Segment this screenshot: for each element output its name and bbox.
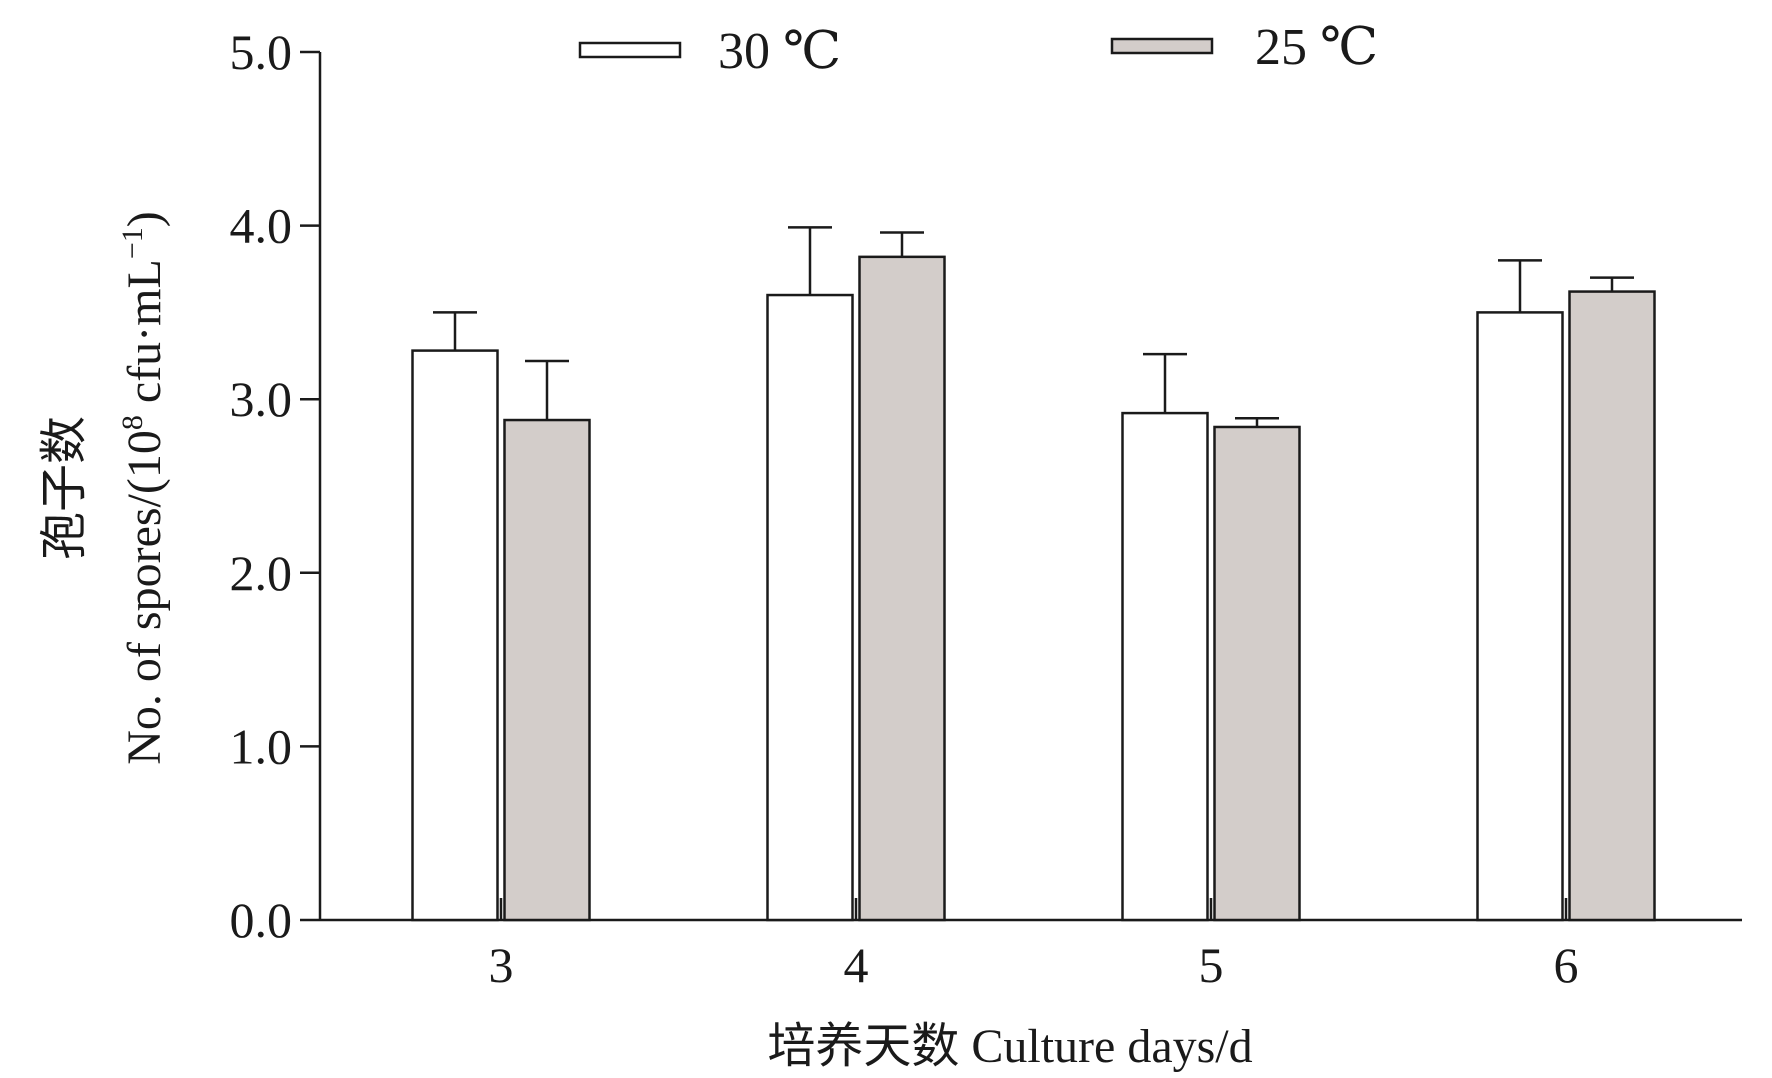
y-tick-label: 5.0 — [230, 24, 293, 80]
y-tick-label: 1.0 — [230, 718, 293, 774]
y-axis-title-cn: 孢子数 — [38, 416, 91, 560]
y-axis-title-exp2: −1 — [116, 227, 149, 259]
legend-label-30c: 30 ℃ — [718, 23, 841, 80]
legend-swatch-25c — [1110, 37, 1214, 55]
bar-25c-day-3 — [503, 418, 591, 922]
legend: 30 ℃ 25 ℃ — [578, 19, 1378, 80]
bar-30c-day-3 — [411, 349, 499, 922]
bar-25c-day-6 — [1568, 290, 1656, 922]
bar-30c-day-5 — [1121, 411, 1209, 922]
x-tick-label: 4 — [844, 937, 869, 993]
bar-30c-day-4 — [766, 293, 854, 922]
x-axis-tick-labels: 3 4 5 6 — [489, 937, 1579, 993]
y-tick-label: 0.0 — [230, 892, 293, 948]
legend-swatch-30c — [578, 41, 682, 59]
bar-30c-day-6 — [1476, 311, 1564, 922]
bar-25c-day-4 — [858, 255, 946, 922]
legend-label-25c: 25 ℃ — [1255, 19, 1378, 76]
bar-25c-day-5 — [1213, 425, 1301, 922]
y-axis-title-exp1: 8 — [116, 415, 149, 430]
bars — [411, 226, 1656, 922]
y-tick-label: 4.0 — [230, 198, 293, 254]
x-tick-label: 6 — [1554, 937, 1579, 993]
x-tick-label: 3 — [489, 937, 514, 993]
y-tick-label: 3.0 — [230, 371, 293, 427]
y-axis-title-part1: No. of spores/(10 — [118, 430, 171, 765]
y-axis-title-part3: ) — [118, 211, 171, 227]
y-axis-title: No. of spores/(108 cfu·mL−1) — [116, 211, 171, 764]
y-axis-ticks: 0.0 1.0 2.0 3.0 4.0 5.0 — [230, 24, 320, 948]
y-tick-label: 2.0 — [230, 545, 293, 601]
y-axis-title-part2: cfu·mL — [118, 259, 171, 415]
x-tick-label: 5 — [1199, 937, 1224, 993]
x-axis-title: 培养天数 Culture days/d — [767, 1020, 1252, 1073]
